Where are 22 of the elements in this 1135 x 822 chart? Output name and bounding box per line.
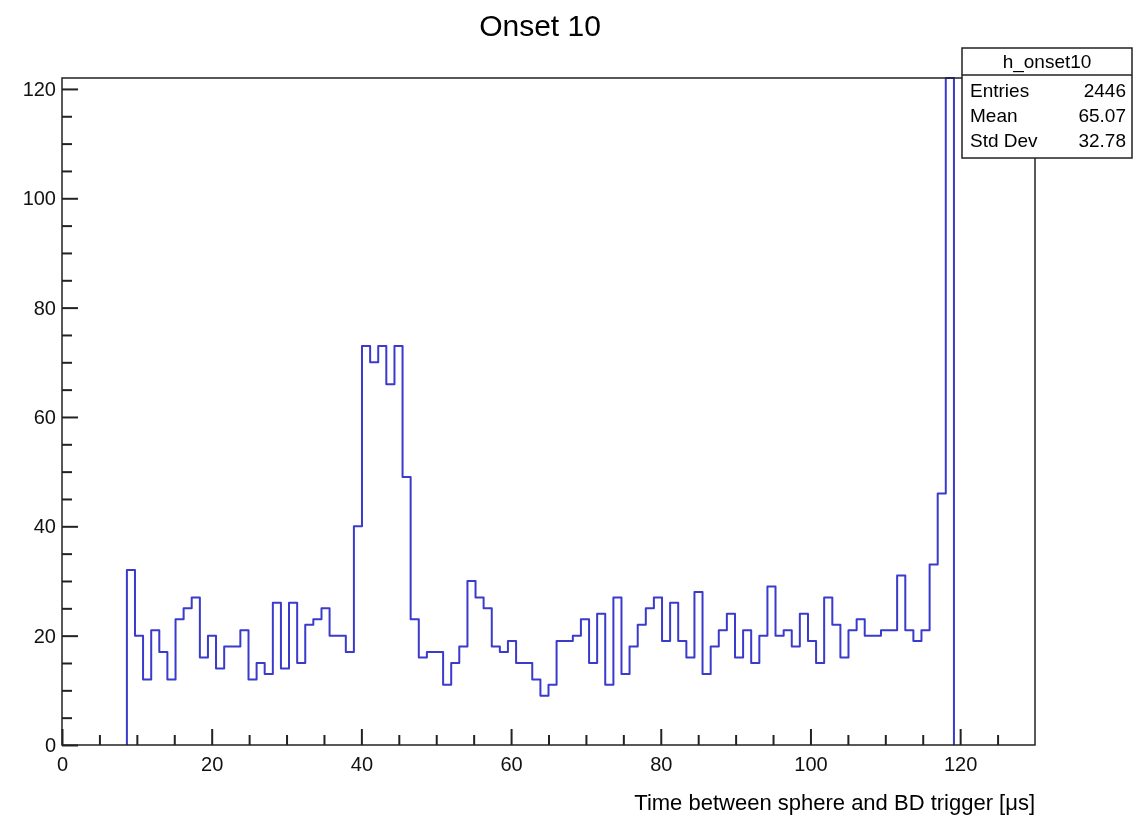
y-tick-label: 0 bbox=[44, 733, 56, 756]
text: h_onset10 bbox=[1002, 51, 1092, 73]
annotation: Std Dev bbox=[970, 130, 1039, 151]
x-tick-label: 120 bbox=[943, 753, 978, 776]
x-tick-label: 100 bbox=[794, 753, 828, 776]
y-tick-label: 20 bbox=[33, 624, 56, 647]
x-axis-title: Time between sphere and BD trigger [μs] bbox=[634, 790, 1035, 815]
text: 2446 bbox=[1083, 80, 1126, 101]
y-tick-label: 80 bbox=[33, 296, 56, 319]
annotation: Entries bbox=[970, 80, 1030, 101]
annotation: Mean bbox=[970, 105, 1018, 126]
text: 65.07 bbox=[1078, 105, 1126, 126]
x-tick-label: 20 bbox=[201, 753, 224, 776]
chart-title: Onset 10 bbox=[479, 9, 601, 42]
x-tick-label: 80 bbox=[650, 753, 673, 776]
x-tick-label: 60 bbox=[500, 753, 523, 776]
text: 32.78 bbox=[1078, 130, 1126, 151]
y-tick-label: 40 bbox=[33, 515, 56, 538]
x-tick-label: 40 bbox=[350, 753, 374, 776]
y-tick-label: 60 bbox=[33, 405, 56, 428]
y-tick-label: 100 bbox=[22, 187, 56, 210]
y-tick-label: 120 bbox=[22, 77, 56, 100]
